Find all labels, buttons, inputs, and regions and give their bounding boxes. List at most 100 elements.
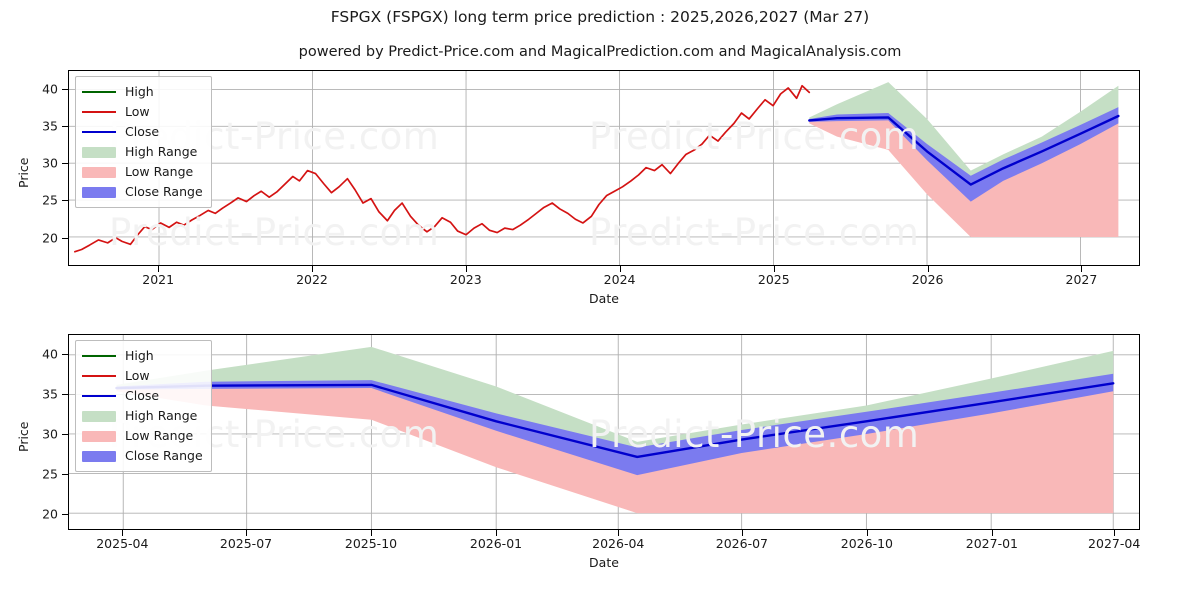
legend-line-swatch <box>82 375 116 377</box>
top-chart-legend: High Low Close High Range Low Range Close Ran… <box>75 76 212 208</box>
x-tick-label: 2025-07 <box>219 536 273 551</box>
top-x-axis-label: Date <box>589 291 619 306</box>
legend-item-low[interactable]: Low <box>82 102 203 122</box>
page-subtitle: powered by Predict-Price.com and Magical… <box>298 44 902 60</box>
page-title: FSPGX (FSPGX) long term price prediction… <box>330 8 870 26</box>
x-tick-mark <box>370 530 372 536</box>
top-chart-canvas <box>69 71 1139 265</box>
x-tick-label: 2027-01 <box>965 536 1019 551</box>
top-plot-area: Predict-Price.com Predict-Price.com Pred… <box>68 70 1140 266</box>
y-tick-label: 40 <box>42 346 58 362</box>
x-tick-label: 2022 <box>296 272 328 287</box>
x-tick-mark <box>773 266 775 272</box>
legend-item-close-range[interactable]: Close Range <box>82 446 203 466</box>
legend-item-label: High <box>125 348 154 363</box>
legend-item-label: Low Range <box>125 164 194 179</box>
x-tick-mark <box>122 530 124 536</box>
legend-item-label: Low <box>125 104 150 119</box>
legend-line-swatch <box>82 131 116 133</box>
legend-item-close-range[interactable]: Close Range <box>82 182 203 202</box>
y-tick-mark <box>62 354 68 355</box>
legend-patch-swatch <box>82 186 116 198</box>
x-tick-mark <box>1081 266 1083 272</box>
legend-item-low[interactable]: Low <box>82 366 203 386</box>
bottom-chart-canvas <box>69 335 1139 529</box>
y-tick-mark <box>62 163 68 165</box>
legend-item-label: Close Range <box>125 184 203 199</box>
legend-item-high-range[interactable]: High Range <box>82 406 203 426</box>
x-tick-label: 2026-04 <box>592 536 645 551</box>
legend-item-label: High <box>125 84 154 99</box>
x-tick-label: 2026-10 <box>840 536 894 551</box>
legend-item-label: High Range <box>125 408 198 423</box>
y-tick-mark <box>62 474 68 475</box>
x-tick-label: 2025-10 <box>344 536 398 551</box>
y-tick-label: 35 <box>42 386 58 402</box>
legend-item-low-range[interactable]: Low Range <box>82 426 203 446</box>
y-tick-label: 35 <box>42 118 58 134</box>
y-tick-label: 20 <box>42 506 58 522</box>
legend-item-high[interactable]: High <box>82 346 203 366</box>
y-tick-label: 25 <box>42 466 58 482</box>
x-tick-mark <box>245 530 247 536</box>
legend-patch-swatch <box>82 450 116 462</box>
bottom-x-axis-label: Date <box>589 555 619 570</box>
x-tick-mark <box>1114 530 1116 536</box>
legend-patch-swatch <box>82 166 116 178</box>
legend-patch-swatch <box>82 430 116 442</box>
legend-line-swatch <box>82 91 116 93</box>
x-tick-mark <box>991 530 993 536</box>
y-tick-mark <box>62 434 68 435</box>
legend-line-swatch <box>82 395 116 397</box>
x-tick-label: 2027-04 <box>1088 536 1141 551</box>
x-tick-mark <box>866 530 868 536</box>
x-tick-label: 2026-07 <box>715 536 769 551</box>
x-tick-label: 2021 <box>142 272 175 287</box>
x-tick-label: 2026-01 <box>469 536 523 551</box>
x-tick-mark <box>311 266 313 272</box>
x-tick-mark <box>619 266 621 272</box>
legend-item-high[interactable]: High <box>82 82 203 102</box>
legend-line-swatch <box>82 111 116 113</box>
y-tick-mark <box>62 514 68 515</box>
legend-item-close[interactable]: Close <box>82 386 203 406</box>
top-chart-panel: Price 20 25 30 35 40 Predict-Price.com Predi… <box>0 62 1200 317</box>
x-tick-mark <box>465 266 467 272</box>
legend-line-swatch <box>82 355 116 357</box>
x-tick-label: 2027 <box>1065 272 1098 287</box>
y-tick-mark <box>62 394 68 395</box>
legend-patch-swatch <box>82 410 116 422</box>
bottom-chart-panel: Price 20 25 30 35 40 Predict-Price.com Predi… <box>0 326 1200 600</box>
x-tick-label: 2025-04 <box>96 536 149 551</box>
bottom-chart-legend: High Low Close High Range Low Range Close Ran… <box>75 340 212 472</box>
bottom-plot-area: Predict-Price.com Predict-Price.com High… <box>68 334 1140 530</box>
x-tick-mark <box>618 530 620 536</box>
y-tick-mark <box>62 88 68 90</box>
legend-item-label: High Range <box>125 144 198 159</box>
x-tick-mark <box>927 266 929 272</box>
legend-item-close[interactable]: Close <box>82 122 203 142</box>
y-tick-mark <box>62 200 68 202</box>
x-tick-mark <box>741 530 743 536</box>
y-tick-mark <box>62 125 68 127</box>
y-tick-mark <box>62 237 68 239</box>
y-tick-label: 20 <box>42 230 58 246</box>
y-tick-label: 40 <box>42 81 58 97</box>
y-tick-label: 30 <box>42 426 58 442</box>
legend-item-label: Close Range <box>125 448 203 463</box>
legend-item-high-range[interactable]: High Range <box>82 142 203 162</box>
legend-item-low-range[interactable]: Low Range <box>82 162 203 182</box>
legend-item-label: Close <box>125 124 160 139</box>
x-tick-label: 2025 <box>757 272 790 287</box>
x-tick-label: 2026 <box>911 272 944 287</box>
legend-patch-swatch <box>82 146 116 158</box>
legend-item-label: Low Range <box>125 428 194 443</box>
x-tick-mark <box>495 530 497 536</box>
y-tick-label: 25 <box>42 192 58 208</box>
legend-item-label: Close <box>125 388 160 403</box>
x-tick-label: 2023 <box>449 272 482 287</box>
y-tick-label: 30 <box>42 155 58 171</box>
x-tick-mark <box>158 266 160 272</box>
legend-item-label: Low <box>125 368 150 383</box>
